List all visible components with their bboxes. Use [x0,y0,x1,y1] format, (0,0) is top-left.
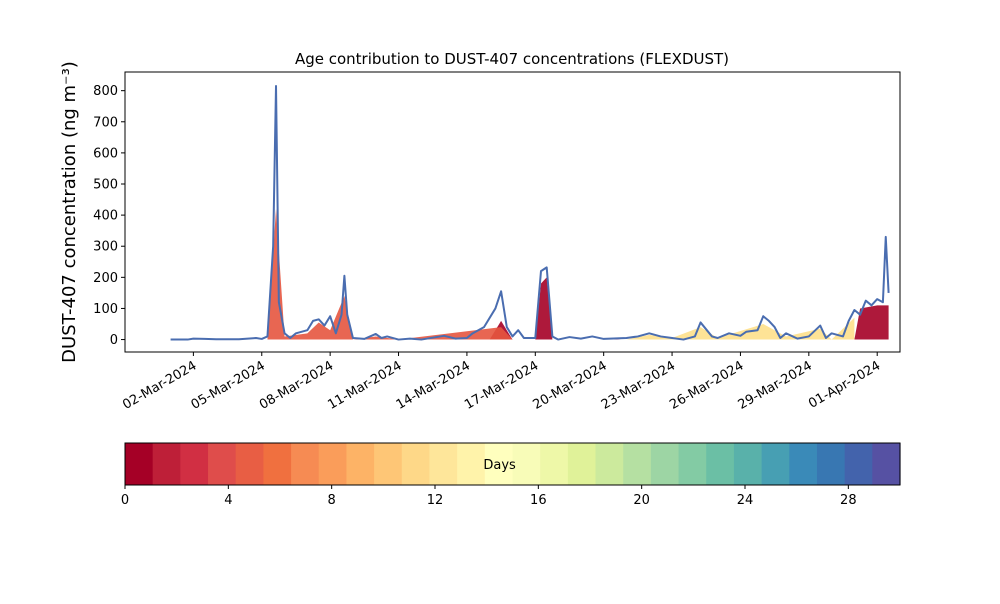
y-tick-label: 300 [93,240,118,255]
x-tick-label: 02-Mar-2024 [120,358,199,412]
colorbar-tick-label: 4 [224,493,232,508]
colorbar-segment [595,443,624,485]
colorbar-segment [152,443,181,485]
colorbar-segment [540,443,569,485]
colorbar-segment [429,443,458,485]
colorbar-segment [318,443,348,485]
colorbar: Days 0 4 8 12 16 20 24 28 [121,442,901,508]
colorbar-frame [124,442,901,486]
colorbar-segment [733,443,763,485]
colorbar-segment [567,443,597,485]
colorbar-tick-label: 16 [530,493,547,508]
colorbar-segment [761,443,790,485]
x-tick-label: 01-Apr-2024 [806,358,883,411]
colorbar-tick-label: 12 [427,493,444,508]
colorbar-segment [816,443,846,485]
plot-frame [124,71,901,353]
colorbar-segment [208,443,237,485]
colorbar-tick-label: 0 [121,493,129,508]
colorbar-segment [291,443,320,485]
colorbar-segment [457,443,486,485]
total-line-group [170,85,890,341]
colorbar-segment [678,443,707,485]
colorbar-segment [263,443,292,485]
x-tick-label: 05-Mar-2024 [189,358,268,412]
y-tick-label: 800 [93,84,118,99]
colorbar-label: Days [483,458,516,473]
colorbar-segment [346,443,375,485]
colorbar-segment [650,443,680,485]
colorbar-segment [872,443,901,485]
x-tick-label: 26-Mar-2024 [667,358,746,412]
y-tick-label: 100 [93,302,118,317]
age-contribution-areas [267,208,889,340]
age-layer-10-15-days [626,317,855,340]
x-tick-label: 23-Mar-2024 [599,358,678,412]
plot-area [124,71,901,353]
colorbar-segment [180,443,209,485]
age-layer-3-7-days [267,208,513,340]
colorbar-tick-label: 28 [840,493,857,508]
colorbar-segment [512,443,541,485]
y-tick-label: 200 [93,271,118,286]
x-tick-label: 29-Mar-2024 [736,358,815,412]
colorbar-segment [125,443,154,485]
colorbar-tick-label: 8 [328,493,336,508]
y-axis: 0 100 200 300 400 500 600 700 800 [93,84,125,348]
colorbar-segment [706,443,735,485]
x-tick-label: 17-Mar-2024 [462,358,541,412]
colorbar-segment [401,443,431,485]
colorbar-segment [844,443,873,485]
colorbar-tick-label: 24 [737,493,754,508]
y-tick-label: 700 [93,115,118,130]
total-concentration-line [170,85,890,341]
x-tick-label: 14-Mar-2024 [394,358,473,412]
y-tick-label: 600 [93,146,118,161]
colorbar-segment [374,443,403,485]
y-tick-label: 0 [110,333,118,348]
colorbar-segment [623,443,652,485]
x-tick-label: 20-Mar-2024 [531,358,610,412]
colorbar-tick-label: 20 [633,493,650,508]
chart-title: Age contribution to DUST-407 concentrati… [295,50,729,68]
colorbar-segment [235,443,264,485]
colorbar-segment [484,443,514,485]
x-axis: 02-Mar-202405-Mar-202408-Mar-202411-Mar-… [120,352,883,413]
x-tick-label: 08-Mar-2024 [257,358,336,412]
y-axis-label: DUST-407 concentration (ng m⁻³) [59,61,80,363]
colorbar-segment [789,443,818,485]
y-tick-label: 500 [93,178,118,193]
y-tick-label: 400 [93,209,118,224]
x-tick-label: 11-Mar-2024 [325,358,404,412]
